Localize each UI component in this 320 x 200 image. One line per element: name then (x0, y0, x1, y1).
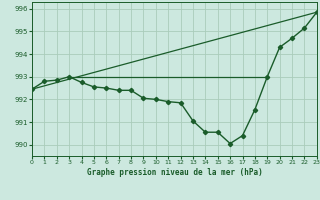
X-axis label: Graphe pression niveau de la mer (hPa): Graphe pression niveau de la mer (hPa) (86, 168, 262, 177)
